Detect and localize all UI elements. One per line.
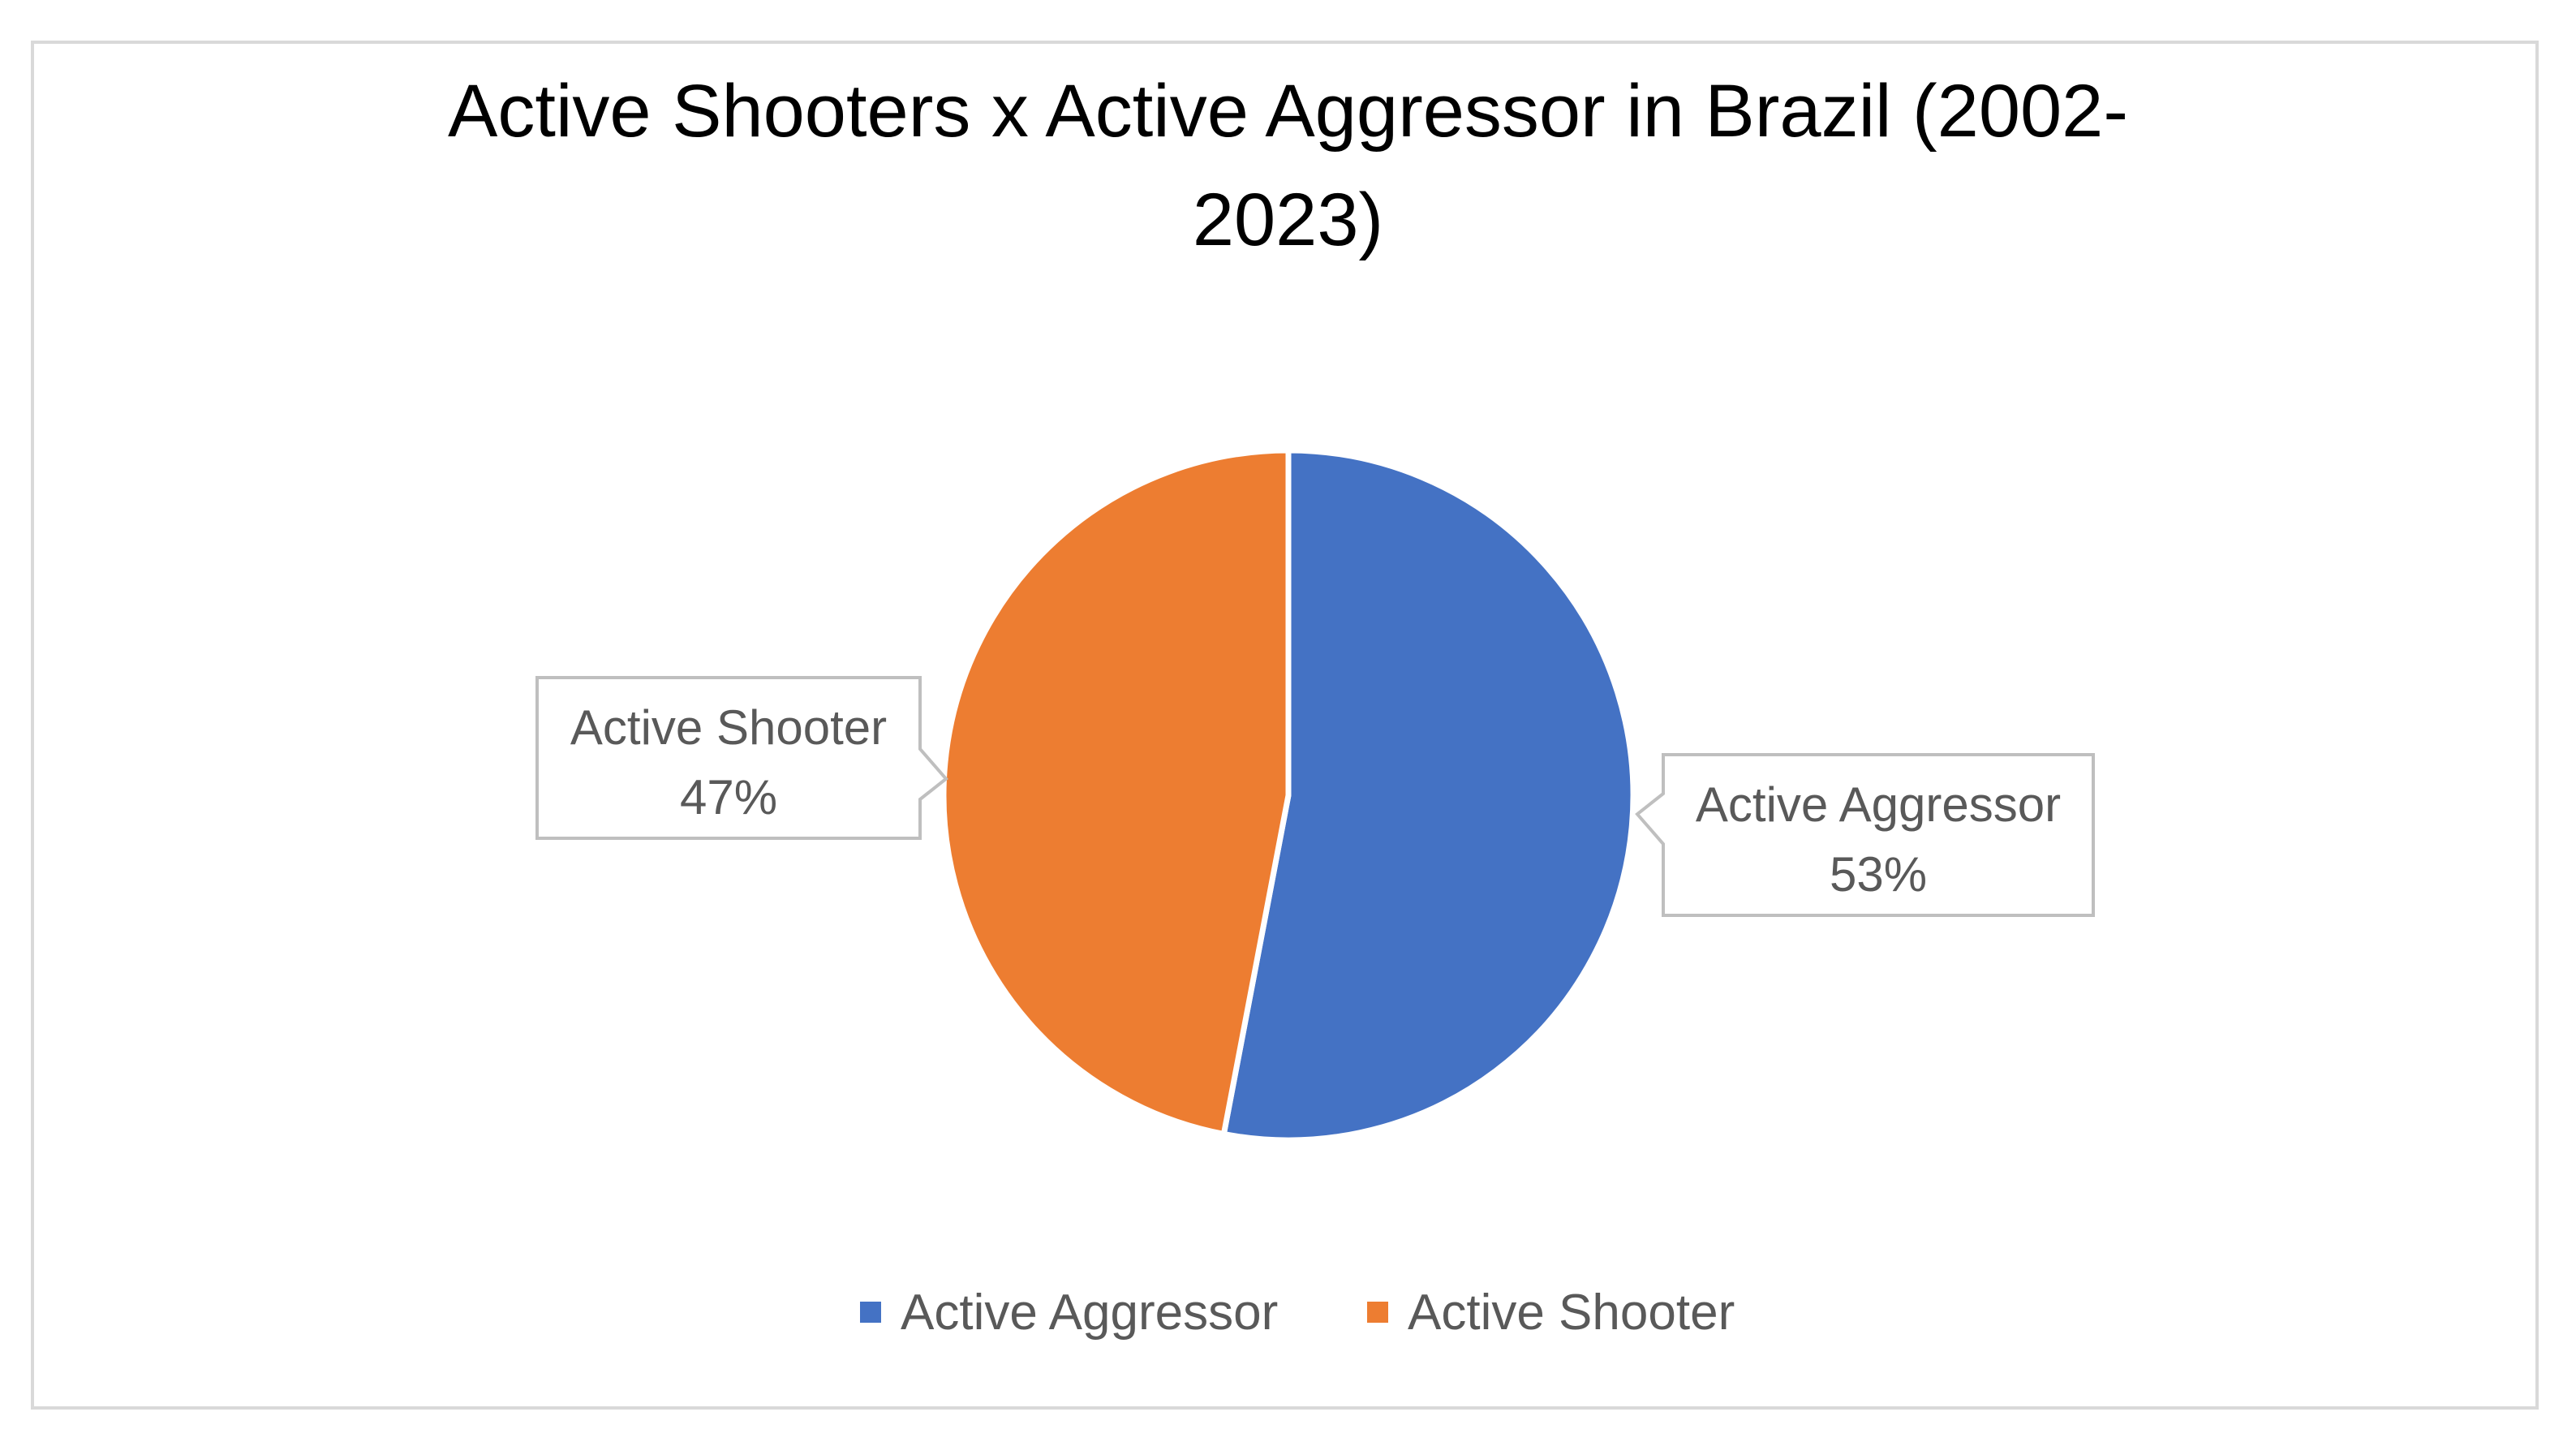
chart-title-line-1: Active Shooters x Active Aggressor in Br…: [448, 70, 2128, 153]
chart-title-line-2: 2023): [1192, 179, 1384, 261]
data-label-category: Active Shooter: [570, 700, 887, 755]
data-label-percent: 47%: [680, 770, 777, 824]
pie-slice-active-aggressor: [1220, 447, 1636, 1143]
data-label-percent: 53%: [1830, 847, 1927, 902]
data-label-box: [1635, 753, 2095, 917]
data-label-active-aggressor: Active Aggressor 53%: [1635, 753, 2095, 917]
legend-swatch: [860, 1302, 881, 1323]
legend-label: Active Shooter: [1408, 1285, 1735, 1341]
data-label-active-shooter: Active Shooter 47%: [535, 676, 948, 840]
data-label-box: [535, 676, 948, 840]
pie-slice-active-shooter: [940, 447, 1292, 1137]
legend-item-active-aggressor: Active Aggressor: [860, 1285, 1278, 1341]
chart-title: Active Shooters x Active Aggressor in Br…: [0, 57, 2576, 274]
legend-label: Active Aggressor: [901, 1285, 1278, 1341]
legend-swatch: [1367, 1302, 1388, 1323]
legend-item-active-shooter: Active Shooter: [1367, 1285, 1735, 1341]
data-label-category: Active Aggressor: [1696, 777, 2061, 832]
